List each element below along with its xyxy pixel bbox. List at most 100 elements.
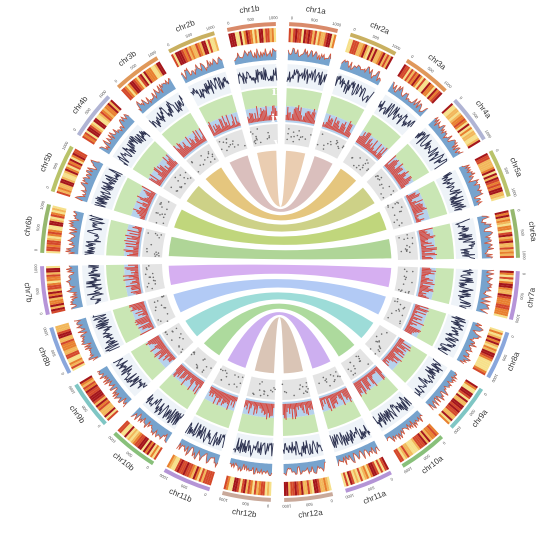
band-green <box>113 177 144 216</box>
link-chr4a-chr4b <box>185 184 377 233</box>
bar-mark <box>177 367 186 378</box>
tick-label: 0 <box>410 54 415 60</box>
scatter-point <box>273 387 275 389</box>
heat-band <box>326 476 332 491</box>
bar-mark <box>147 335 159 343</box>
bar-mark <box>413 309 426 316</box>
tick-label: 1000 <box>158 472 169 481</box>
bar-mark <box>142 308 147 311</box>
heat-band <box>97 114 110 125</box>
scatter-point <box>378 346 381 348</box>
heat-band <box>292 481 296 496</box>
heat-band <box>49 298 64 304</box>
chromosome-label-chr12b: chr12b <box>232 507 258 519</box>
heat-band <box>454 119 468 130</box>
bar-mark <box>370 150 374 154</box>
bar-mark <box>209 387 215 397</box>
heat-band <box>236 31 242 46</box>
bar-mark <box>407 194 420 202</box>
heat-band <box>312 479 317 494</box>
bar-mark <box>148 337 161 345</box>
bar-mark <box>253 401 257 415</box>
heat-band <box>200 468 208 483</box>
heat-band <box>352 41 360 56</box>
heat-band <box>362 465 370 480</box>
bar-mark <box>394 345 404 354</box>
heat-band <box>103 406 116 418</box>
chromosome-chr4a <box>366 98 486 202</box>
scatter-point <box>146 286 149 288</box>
heat-band <box>182 461 190 476</box>
line-track <box>414 131 448 170</box>
heat-band <box>56 190 71 197</box>
scatter-point <box>283 390 286 393</box>
heat-band <box>474 152 489 162</box>
scatter-point <box>155 221 158 224</box>
scatter-point <box>154 255 157 257</box>
bar-mark <box>122 274 139 277</box>
bar-mark <box>326 395 333 412</box>
bar-mark <box>220 393 227 406</box>
bar-mark <box>251 113 255 123</box>
scatter-point <box>166 208 168 211</box>
heat-band <box>105 408 118 420</box>
scatter-point <box>234 374 236 376</box>
heat-band <box>496 220 511 226</box>
bar-mark <box>304 111 308 123</box>
heat-band <box>300 480 304 496</box>
ideogram-chr9b <box>74 383 107 426</box>
bar-mark <box>226 394 231 405</box>
heat-band <box>148 67 158 81</box>
scatter-point <box>200 154 202 157</box>
bar-mark <box>219 392 225 403</box>
bar-mark <box>139 214 146 218</box>
scatter-point <box>263 390 265 392</box>
heat-band <box>90 390 103 401</box>
bar-mark <box>227 125 231 130</box>
chromosome-chr10b <box>113 346 218 466</box>
scatter-point <box>225 375 228 378</box>
heat-band <box>142 440 153 453</box>
scatter-point <box>397 308 400 311</box>
line-track <box>84 214 106 255</box>
scatter-point <box>406 233 408 236</box>
heat-band <box>448 111 461 122</box>
link-chr11a-chr11b <box>225 310 333 371</box>
bar-mark <box>421 271 431 273</box>
bar-mark <box>194 378 200 384</box>
bar-mark <box>360 132 371 146</box>
band-gray <box>312 366 345 395</box>
bar-mark <box>391 167 401 175</box>
tick-label: 1000 <box>61 140 70 151</box>
ideogram-chr5b <box>50 145 74 193</box>
heat-band <box>271 28 275 43</box>
heat-band <box>63 345 78 354</box>
heat-band <box>262 481 266 496</box>
scatter-point <box>307 387 309 390</box>
heat-band <box>122 424 134 437</box>
tick-label: 0 <box>329 498 333 504</box>
scatter-point <box>249 131 252 133</box>
scatter-point <box>211 153 214 156</box>
band-green <box>431 267 454 305</box>
bar-mark <box>150 192 156 196</box>
heat-band <box>306 29 311 44</box>
tick-label: 1000 <box>269 15 279 20</box>
scatter-point <box>239 382 242 385</box>
heat-band <box>47 288 62 293</box>
scatter-point <box>358 360 361 363</box>
tick-label: 1000 <box>490 373 499 384</box>
bar-mark <box>235 397 238 402</box>
bar-mark <box>397 340 403 345</box>
bar-mark <box>148 325 154 329</box>
heat-band <box>320 477 326 492</box>
heat-band <box>273 28 277 43</box>
bar-mark <box>182 141 191 153</box>
tick-label: 0 <box>96 423 102 429</box>
scatter-point <box>325 378 328 380</box>
bar-mark <box>216 391 224 406</box>
heat-band <box>200 41 208 55</box>
heat-band <box>447 402 461 414</box>
heat-band <box>47 237 62 242</box>
heat-band <box>496 299 511 304</box>
